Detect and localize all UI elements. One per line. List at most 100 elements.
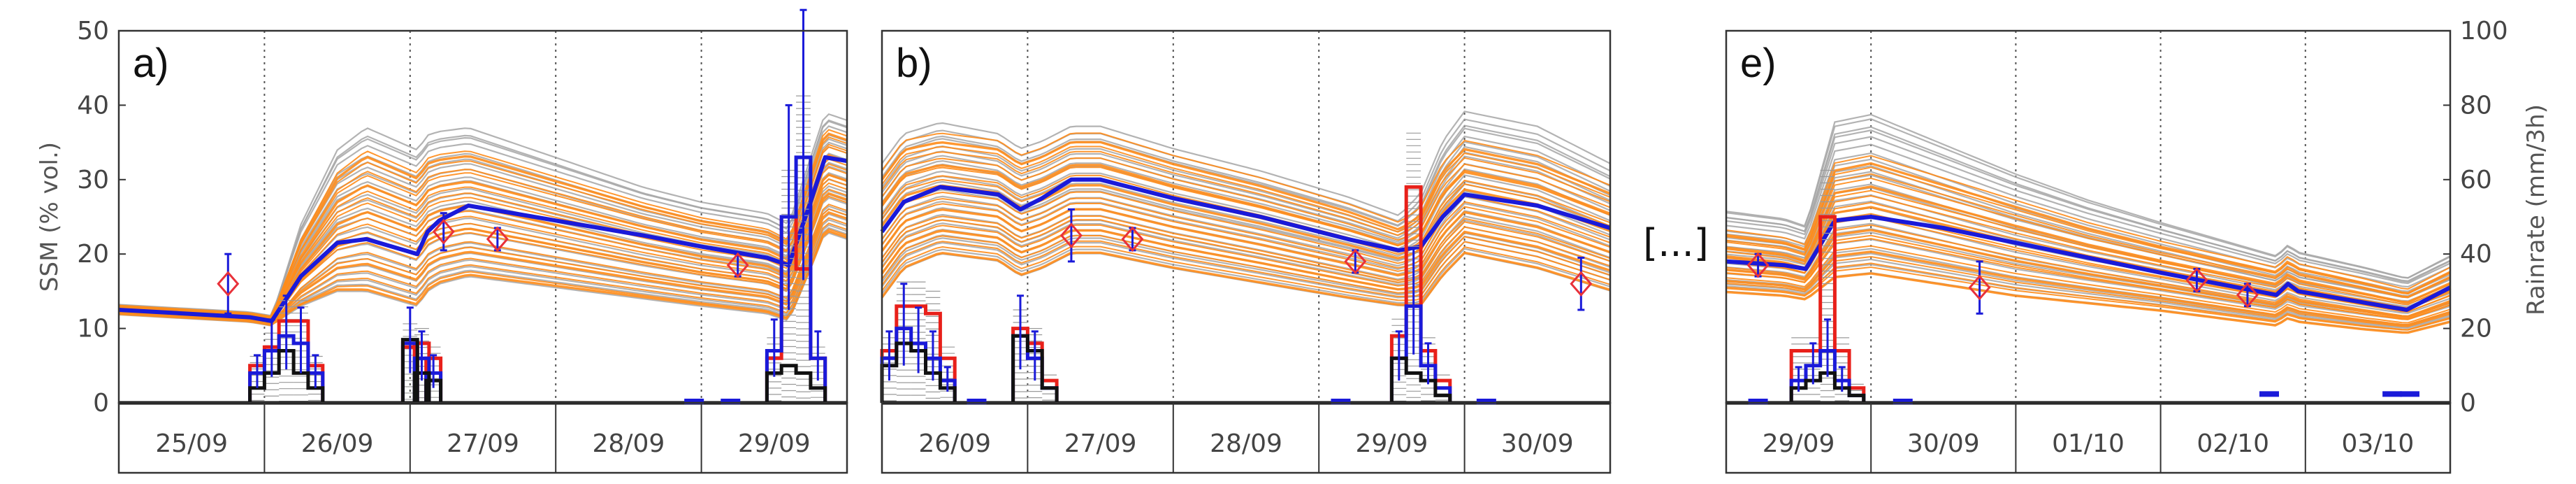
ensemble-member-b-18 [881,151,1611,243]
observation-marker-e-2 [2185,267,2208,293]
filtered-member-e-17 [1725,177,2451,299]
filtered-member-b-2 [881,240,1611,298]
day-label-b-3: 29/09 [1356,429,1428,458]
day-label-a-3: 28/09 [593,429,665,458]
date-axis-frame-e [1725,401,2452,474]
day-label-e-4: 03/10 [2342,429,2415,458]
ensemble-member-b-24 [881,118,1611,222]
observation-marker-b-0 [1059,222,1083,248]
filtered-member-b-21 [881,132,1611,223]
filtered-member-b-3 [881,235,1611,294]
blue-zero-marker-b-1 [1331,399,1351,404]
rain-blue-series-b [880,304,1452,403]
ensemble-member-e-16 [1725,171,2451,299]
filtered-member-e-4 [1725,250,2451,327]
ensemble-member-e-2 [1725,258,2451,328]
filtered-member-e-1 [1725,266,2451,331]
observation-marker-e-0 [1746,252,1770,278]
blue-zero-marker-b-2 [1476,399,1496,404]
day-label-b-0: 26/09 [918,429,991,458]
filtered-member-a-21 [118,129,848,319]
ensemble-mean-line-a [118,155,848,323]
y2-tick-label-e-5: 100 [2460,17,2508,45]
day-label-e-3: 02/10 [2197,429,2269,458]
day-label-a-4: 29/09 [738,429,811,458]
y-tick-label-a-4: 40 [77,91,109,120]
day-label-b-2: 28/09 [1210,429,1282,458]
panel-label-e: e) [1740,41,1777,86]
ensemble-member-b-1 [881,248,1611,304]
day-label-b-4: 30/09 [1501,429,1574,458]
date-axis-frame-b [881,401,1612,474]
blue-zero-marker-e-1 [1893,399,1913,404]
ensemble-member-b-21 [881,135,1611,233]
filtered-member-b-20 [881,141,1611,231]
ensemble-member-b-23 [881,124,1611,227]
panel-a: 25/09 26/09 27/09 28/09 29/09 0 10 20 30 40 50 a) [77,8,848,474]
filtered-member-b-9 [881,203,1611,272]
blue-zero-marker-e-3 [2382,391,2403,397]
date-axis-frame-a [117,401,848,474]
observation-marker-a-1 [432,219,455,245]
blue-zero-marker-a-0 [684,399,704,404]
filtered-member-a-6 [118,204,848,325]
panel-label-a: a) [133,41,169,86]
y2-tick-label-e-4: 80 [2460,91,2492,120]
observation-marker-e-3 [2236,282,2259,308]
day-label-e-2: 01/10 [2052,429,2125,458]
filtered-member-e-0 [1725,272,2451,334]
panel-label-b: b) [896,41,932,86]
ensemble-member-b-20 [881,141,1611,236]
observation-marker-b-2 [1344,248,1367,275]
y-tick-label-a-2: 20 [77,240,109,269]
blue-zero-marker-e-4 [2399,391,2419,397]
observation-marker-b-3 [1570,271,1593,297]
filtered-member-b-16 [881,164,1611,247]
panel-e: 29/09 30/09 01/10 02/10 03/10 0 20 40 60 80 100 e) [1725,17,2508,474]
filtered-member-e-14 [1725,194,2451,306]
observation-marker-a-2 [486,226,509,252]
y-tick-label-a-0: 0 [93,389,109,418]
right-axis-title: Rainrate (mm/3h) [2522,104,2550,315]
day-label-a-1: 26/09 [301,429,374,458]
y2-tick-label-e-0: 0 [2460,389,2476,418]
rain-black-series-b [880,334,1452,403]
filtered-member-b-19 [881,145,1611,233]
filtered-member-b-15 [881,166,1611,247]
rain-black-series-a [248,338,827,403]
ensemble-member-e-23 [1725,126,2451,283]
filtered-member-e-16 [1725,185,2451,304]
filtered-member-e-9 [1725,224,2451,317]
filtered-member-b-17 [881,157,1611,241]
y2-tick-label-e-3: 60 [2460,166,2492,194]
ensemble-member-b-25 [881,111,1611,216]
filtered-member-e-3 [1725,255,2451,327]
day-label-e-1: 30/09 [1907,429,1980,458]
y-tick-label-a-3: 30 [77,166,109,194]
ensemble-member-b-6 [881,219,1611,286]
filtered-member-e-7 [1725,234,2451,320]
day-label-e-0: 29/09 [1763,429,1835,458]
filtered-member-e-2 [1725,262,2451,331]
blue-zero-marker-a-1 [721,399,741,404]
filtered-member-e-20 [1725,162,2451,294]
filtered-member-b-6 [881,219,1611,283]
blue-zero-marker-e-2 [2259,391,2279,397]
y2-tick-label-e-1: 20 [2460,315,2492,343]
filtered-member-e-8 [1725,229,2451,319]
y2-tick-label-e-2: 40 [2460,240,2492,269]
blue-zero-marker-b-0 [967,399,987,404]
filtered-member-b-10 [881,197,1611,269]
filtered-member-b-8 [881,208,1611,277]
ensemble-mean-line-e [1725,215,2452,312]
filtered-member-b-4 [881,229,1611,291]
observation-marker-b-1 [1121,226,1144,252]
ellipsis-label: [...] [1643,221,1709,265]
filtered-member-b-18 [881,150,1611,236]
filtered-member-b-11 [881,191,1611,264]
filtered-member-b-7 [881,215,1611,281]
ensemble-member-e-21 [1725,136,2451,285]
ensemble-member-e-12 [1725,194,2451,306]
ensemble-mean-line-b [880,177,1611,252]
